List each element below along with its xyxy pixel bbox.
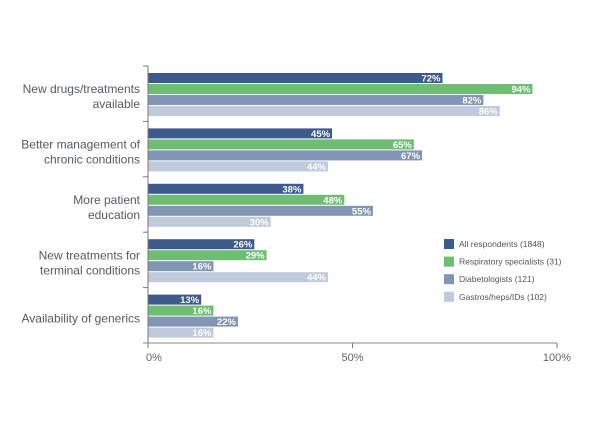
x-tick-label: 0% — [146, 352, 162, 364]
legend-label: Respiratory specialists (31) — [459, 257, 562, 267]
bar-value-label: 67% — [401, 151, 421, 162]
bar — [148, 327, 214, 338]
category-label: New treatments for terminal conditions — [39, 248, 140, 277]
legend-swatch — [444, 291, 454, 302]
legend-label: Diabetologists (121) — [459, 274, 535, 284]
bars-layer: 72%94%82%86%45%65%67%44%38%48%55%30%26%2… — [148, 73, 533, 339]
legend-swatch — [444, 256, 454, 267]
legend: All respondents (1848) Respiratory specia… — [444, 239, 562, 302]
bar-value-label: 38% — [282, 184, 302, 195]
bar — [148, 194, 345, 205]
bar-value-label: 22% — [217, 317, 237, 328]
category-label: Better management of chronic conditions — [21, 138, 140, 167]
category-labels: New drugs/treatments available Better mana… — [21, 82, 140, 325]
bar — [148, 239, 255, 250]
bar — [148, 316, 238, 327]
category-label-line: chronic conditions — [44, 153, 140, 167]
bar-value-label: 55% — [352, 206, 372, 217]
category-label-line: available — [93, 97, 141, 111]
bar-value-label: 82% — [462, 96, 482, 107]
bar-value-label: 45% — [311, 129, 331, 140]
bar-value-label: 48% — [323, 195, 343, 206]
category-label: More patient education — [73, 193, 140, 222]
category-label-line: New drugs/treatments — [23, 82, 140, 96]
bar — [148, 250, 267, 261]
category-label-line: More patient — [73, 193, 140, 207]
legend-swatch — [444, 239, 454, 249]
bar — [148, 106, 500, 116]
bar-value-label: 44% — [307, 273, 327, 284]
bar — [148, 272, 328, 283]
bar — [148, 84, 533, 94]
bar-value-label: 72% — [421, 74, 441, 85]
bar-value-label: 65% — [393, 140, 413, 151]
x-tick-label: 100% — [543, 352, 571, 364]
bar — [148, 294, 202, 305]
bar-value-label: 94% — [511, 85, 531, 96]
bar — [148, 73, 443, 83]
category-label: Availability of generics — [21, 311, 140, 325]
bar — [148, 183, 304, 194]
legend-label: Gastros/heps/IDs (102) — [459, 292, 547, 302]
category-label-line: New treatments for — [39, 248, 140, 262]
bar — [148, 139, 414, 150]
bar — [148, 305, 214, 316]
legend-label: All respondents (1848) — [459, 239, 545, 249]
bar — [148, 261, 214, 272]
category-label-line: Availability of generics — [21, 311, 140, 325]
bar-value-label: 86% — [479, 107, 499, 118]
category-label-line: education — [88, 208, 140, 222]
bar — [148, 95, 484, 105]
bar-value-label: 26% — [233, 240, 253, 251]
legend-swatch — [444, 274, 454, 285]
bar — [148, 128, 333, 139]
axes-layer: 0% 50% 100% — [143, 65, 571, 364]
x-tick-label: 50% — [341, 352, 363, 364]
bar — [148, 150, 423, 161]
category-label-line: Better management of — [21, 138, 140, 152]
bar-value-label: 13% — [180, 295, 200, 306]
category-label-line: terminal conditions — [40, 263, 140, 277]
bar — [148, 205, 373, 216]
bar-value-label: 29% — [246, 251, 266, 262]
bar — [148, 161, 328, 172]
bar-value-label: 44% — [307, 162, 327, 173]
bar — [148, 216, 271, 227]
bar-value-label: 30% — [250, 217, 270, 228]
bar-value-label: 16% — [192, 262, 212, 273]
category-label: New drugs/treatments available — [23, 82, 141, 111]
bar-value-label: 16% — [192, 328, 212, 339]
bar-value-label: 16% — [192, 306, 212, 317]
